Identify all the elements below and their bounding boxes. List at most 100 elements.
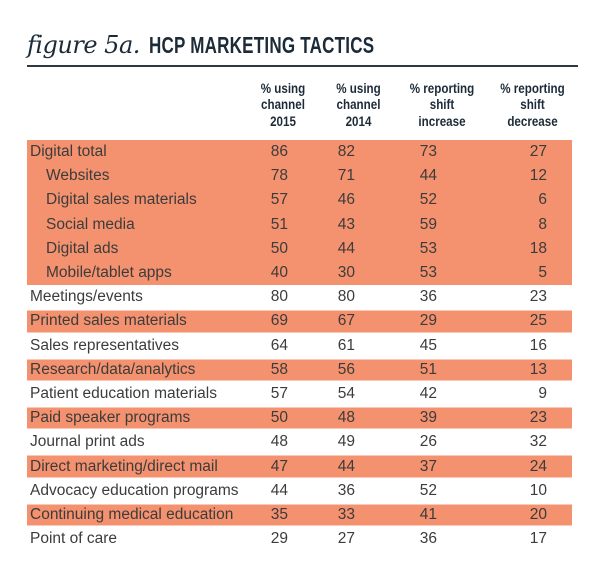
table-row: Sales representatives 64 61 45 16 (27, 334, 572, 358)
hcp-marketing-tactics-table: % using channel 2015 % using channel 201… (27, 80, 572, 551)
row-label: Research/data/analytics (30, 360, 196, 378)
cell-pct-using-2014: 80 (337, 288, 355, 306)
cell-pct-using-2015: 29 (270, 530, 288, 548)
cell-pct-using-2015: 47 (270, 457, 288, 475)
cell-pct-shift-decrease: 8 (538, 215, 547, 233)
cell-pct-shift-decrease: 20 (529, 505, 547, 523)
cell-pct-using-2014: 44 (337, 239, 355, 257)
table-header-row: % using channel 2015 % using channel 201… (27, 80, 572, 140)
table-row: Digital total 86 82 73 27 (27, 140, 572, 165)
table-row: Patient education materials 57 54 42 9 (27, 382, 572, 406)
cell-pct-shift-decrease: 24 (529, 457, 547, 475)
cell-pct-shift-increase: 39 (419, 409, 437, 427)
title-divider-rule (27, 65, 578, 67)
cell-pct-shift-increase: 42 (419, 384, 437, 402)
cell-pct-shift-increase: 53 (419, 239, 437, 257)
row-label: Digital sales materials (46, 191, 197, 209)
row-label: Continuing medical education (30, 505, 234, 523)
cell-pct-shift-decrease: 9 (538, 384, 547, 402)
cell-pct-shift-increase: 45 (419, 336, 437, 354)
cell-pct-using-2014: 36 (337, 481, 355, 499)
cell-pct-shift-decrease: 18 (529, 239, 547, 257)
cell-pct-shift-increase: 29 (419, 312, 437, 330)
cell-pct-shift-decrease: 12 (529, 167, 547, 185)
cell-pct-using-2014: 44 (337, 457, 355, 475)
table-row: Meetings/events 80 80 36 23 (27, 285, 572, 309)
row-label: Point of care (30, 530, 118, 548)
cell-pct-using-2014: 43 (337, 215, 355, 233)
cell-pct-using-2015: 58 (270, 360, 288, 378)
cell-pct-shift-decrease: 17 (529, 530, 547, 548)
row-label: Meetings/events (30, 288, 143, 306)
row-label: Digital total (30, 143, 107, 161)
cell-pct-shift-increase: 36 (419, 530, 437, 548)
table-row: Journal print ads 48 49 26 32 (27, 430, 572, 454)
cell-pct-using-2015: 64 (270, 336, 288, 354)
cell-pct-shift-increase: 41 (419, 505, 437, 523)
row-label: Mobile/tablet apps (46, 264, 172, 282)
row-label: Sales representatives (30, 336, 180, 354)
cell-pct-shift-decrease: 13 (529, 360, 547, 378)
row-label: Digital ads (46, 239, 119, 257)
cell-pct-shift-increase: 59 (419, 215, 437, 233)
cell-pct-using-2014: 48 (337, 409, 355, 427)
column-header-tactic (27, 80, 240, 140)
cell-pct-shift-decrease: 5 (538, 264, 547, 282)
cell-pct-using-2014: 46 (337, 191, 355, 209)
table-row: Continuing medical education 35 33 41 20 (27, 502, 572, 527)
cell-pct-using-2015: 51 (270, 215, 288, 233)
cell-pct-using-2015: 69 (270, 312, 288, 330)
column-header-pct-shift-decrease: % reporting shift decrease (500, 81, 565, 129)
row-label: Social media (46, 215, 135, 233)
row-label: Patient education materials (30, 384, 217, 402)
cell-pct-using-2014: 49 (337, 433, 355, 451)
table-row: Social media 51 43 59 8 (27, 212, 572, 237)
cell-pct-using-2014: 61 (337, 336, 355, 354)
cell-pct-using-2015: 44 (270, 481, 288, 499)
cell-pct-shift-decrease: 23 (529, 409, 547, 427)
cell-pct-using-2015: 57 (270, 191, 288, 209)
cell-pct-using-2015: 86 (270, 143, 288, 161)
row-label: Direct marketing/direct mail (30, 457, 218, 475)
cell-pct-shift-increase: 44 (419, 167, 437, 185)
cell-pct-using-2014: 30 (337, 264, 355, 282)
cell-pct-shift-decrease: 23 (529, 288, 547, 306)
table-row: Digital sales materials 57 46 52 6 (27, 188, 572, 213)
cell-pct-shift-increase: 36 (419, 288, 437, 306)
cell-pct-shift-decrease: 10 (529, 481, 547, 499)
cell-pct-shift-increase: 52 (419, 191, 437, 209)
cell-pct-using-2015: 48 (270, 433, 288, 451)
table-row: Point of care 29 27 36 17 (27, 527, 572, 551)
table-row: Research/data/analytics 58 56 51 13 (27, 357, 572, 382)
table-row: Websites 78 71 44 12 (27, 164, 572, 189)
cell-pct-using-2014: 67 (337, 312, 355, 330)
cell-pct-shift-decrease: 16 (529, 336, 547, 354)
row-label: Paid speaker programs (30, 409, 191, 427)
row-label: Printed sales materials (30, 312, 187, 330)
cell-pct-using-2015: 50 (270, 239, 288, 257)
cell-pct-shift-increase: 73 (419, 143, 437, 161)
cell-pct-using-2014: 71 (337, 167, 355, 185)
table-row: Mobile/tablet apps 40 30 53 5 (27, 260, 572, 286)
column-header-pct-using-2015: % using channel 2015 (260, 81, 306, 129)
cell-pct-shift-increase: 26 (419, 433, 437, 451)
cell-pct-using-2015: 40 (270, 264, 288, 282)
cell-pct-shift-increase: 37 (419, 457, 437, 475)
table-row: Paid speaker programs 50 48 39 23 (27, 406, 572, 431)
cell-pct-shift-increase: 51 (419, 360, 437, 378)
cell-pct-using-2015: 35 (270, 505, 288, 523)
table-row: Printed sales materials 69 67 29 25 (27, 309, 572, 334)
column-header-pct-shift-increase: % reporting shift increase (409, 81, 475, 129)
cell-pct-shift-decrease: 27 (529, 143, 547, 161)
row-label: Journal print ads (30, 433, 145, 451)
cell-pct-using-2014: 82 (337, 143, 355, 161)
row-label: Advocacy education programs (30, 481, 239, 499)
cell-pct-using-2014: 33 (337, 505, 355, 523)
cell-pct-shift-increase: 53 (419, 264, 437, 282)
cell-pct-using-2015: 57 (270, 384, 288, 402)
cell-pct-using-2014: 54 (337, 384, 355, 402)
figure-title: HCP MARKETING TACTICS (148, 32, 375, 58)
table-row: Digital ads 50 44 53 18 (27, 236, 572, 261)
figure-number-label: figure 5a. (27, 31, 140, 59)
table-row: Advocacy education programs 44 36 52 10 (27, 479, 572, 503)
